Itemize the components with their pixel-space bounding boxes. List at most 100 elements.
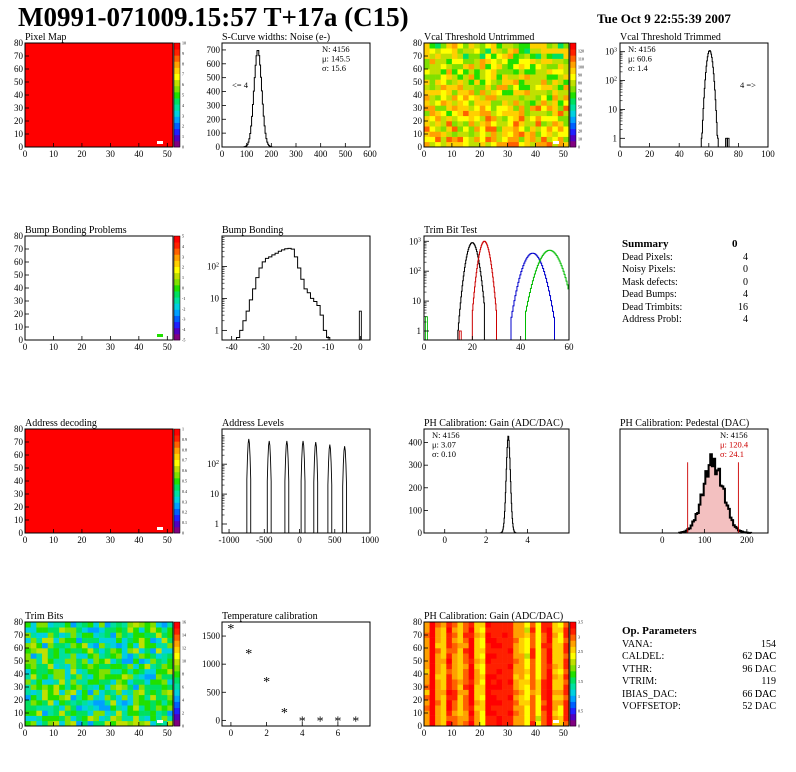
trim-bits-cell <box>47 715 54 722</box>
bump-bonding-ytick-label: 102 <box>207 261 219 271</box>
vcal-untrimmed-cell <box>563 43 570 49</box>
ph-gain-map-cell <box>429 720 436 727</box>
vcal-untrimmed-cell <box>474 115 481 122</box>
ph-gain-map-cell <box>524 694 531 701</box>
trim-bits-cell <box>64 700 71 706</box>
ph-gain-map-cell <box>507 663 514 670</box>
vcal-untrimmed-cell <box>552 48 559 54</box>
pixel-map-colorbar-swatch <box>174 122 180 130</box>
vcal-untrimmed-cell <box>479 131 486 137</box>
trim-bits-cell <box>70 674 77 680</box>
ph-gain-map-cell <box>502 694 508 701</box>
ph-gain-map-cell <box>485 622 492 628</box>
trim-bits-cell <box>76 663 83 670</box>
bump-bonding-problems-ytick-label: 50 <box>14 270 24 280</box>
trim-bits-cell <box>53 674 60 680</box>
ph-gain-map-cell <box>535 668 542 675</box>
ph-gain-ytick-label: 200 <box>409 483 423 493</box>
ph-gain-map-cell <box>440 689 447 696</box>
trim-bits-cell <box>87 653 94 659</box>
vcal-untrimmed-cell <box>474 69 481 75</box>
ph-gain-map-cell <box>496 627 503 633</box>
temperature-calibration-title: Temperature calibration <box>222 611 318 622</box>
bump-bonding-problems-ytick-label: 60 <box>14 257 24 267</box>
ph-gain-map-cell <box>446 684 453 690</box>
vcal-untrimmed-cell <box>451 110 458 117</box>
ph-gain-map-cell <box>518 684 525 690</box>
vcal-untrimmed-cell <box>479 63 486 70</box>
temperature-calibration-ytick-label: 0 <box>216 715 221 725</box>
vcal-untrimmed-cell <box>451 43 458 49</box>
pixel-map-ytick-label: 10 <box>14 129 24 139</box>
vcal-untrimmed-cell <box>474 79 481 85</box>
trim-bits-cell <box>81 663 88 670</box>
pixel-map-colorbar-swatch <box>174 85 180 93</box>
trim-bits-cell <box>87 694 94 701</box>
vcal-untrimmed-colorbar-swatch <box>570 116 576 123</box>
bump-bonding-problems-colorbar-swatch <box>174 248 180 255</box>
ph-gain-map-cell <box>524 710 531 716</box>
trim-bits-cell <box>36 679 43 685</box>
trim-bits-cell <box>138 684 145 690</box>
vcal-untrimmed-cell <box>563 126 570 132</box>
ph-gain-map-cell <box>468 694 475 701</box>
ph-gain-map-cell <box>496 705 503 711</box>
ph-gain-map-cell <box>507 689 514 696</box>
trim-bits-cell <box>121 653 128 659</box>
vcal-untrimmed-cell <box>463 141 469 148</box>
trim-bits-cell <box>116 648 123 654</box>
trim-bits-cell <box>93 648 100 654</box>
vcal-untrimmed-cell <box>524 53 531 59</box>
ph-gain-map-cell <box>479 720 486 727</box>
trim-bits-cell <box>138 679 145 685</box>
trim-bits-cell <box>127 658 134 664</box>
address-decoding-ytick-label: 40 <box>14 476 24 486</box>
trim-bits-cell <box>53 663 60 670</box>
ph-gain-map-cell <box>474 689 481 696</box>
ph-gain-map-cell <box>546 674 553 680</box>
vcal-untrimmed-cell <box>502 121 508 127</box>
vcal-untrimmed-colorbar-tick-label: 10 <box>578 137 582 142</box>
trim-bits-cell <box>138 705 145 711</box>
bump-bonding-problems-xtick-label: 50 <box>163 342 173 352</box>
address-levels-xtick-label: 1000 <box>361 535 380 545</box>
ph-gain-map-cell <box>490 710 497 716</box>
vcal-untrimmed-cell <box>457 121 464 127</box>
ph-gain-map-cell <box>563 705 570 711</box>
trim-bits-ytick-label: 70 <box>14 630 24 640</box>
vcal-untrimmed-cell <box>563 69 570 75</box>
vcal-untrimmed-cell <box>529 110 536 117</box>
ph-gain-map-cell <box>446 689 453 696</box>
summary-header: Summary 0 <box>622 236 762 252</box>
vcal-untrimmed-cell <box>446 95 453 101</box>
ph-gain-map-cell <box>446 720 453 727</box>
vcal-untrimmed-cell <box>518 100 525 106</box>
trim-bits-cell <box>25 663 31 670</box>
ph-gain-map-cell <box>479 679 486 685</box>
vcal-untrimmed-cell <box>496 53 503 59</box>
trim-bits-cell <box>138 642 145 649</box>
trim-bits-cell <box>36 637 43 644</box>
ph-gain-map-cell <box>490 663 497 670</box>
address-decoding-ytick-label: 50 <box>14 463 24 473</box>
vcal-untrimmed-cell <box>513 126 520 132</box>
trim-bits-cell <box>30 658 37 664</box>
ph-gain-map-cell <box>518 674 525 680</box>
bump-bonding-problems-colorbar-swatch <box>174 284 180 292</box>
vcal-untrimmed-cell <box>507 48 514 54</box>
scurve-noise-xtick-label: 500 <box>339 149 353 159</box>
vcal-untrimmed-cell <box>474 131 481 137</box>
vcal-untrimmed-cell <box>424 110 430 117</box>
ph-gain-map-cell <box>541 632 547 638</box>
bump-bonding-xtick-label: -20 <box>290 342 302 352</box>
trim-bits-cell <box>93 689 100 696</box>
ph-gain-map-cell <box>557 648 564 654</box>
op-parameter-label: IBIAS_DAC: <box>622 688 678 700</box>
trim-bits-cell <box>144 622 151 628</box>
trim-bits-cell <box>150 715 157 722</box>
vcal-untrimmed-cell <box>457 141 464 148</box>
trim-bits-cell <box>47 689 54 696</box>
trim-bits-cell <box>36 663 43 670</box>
